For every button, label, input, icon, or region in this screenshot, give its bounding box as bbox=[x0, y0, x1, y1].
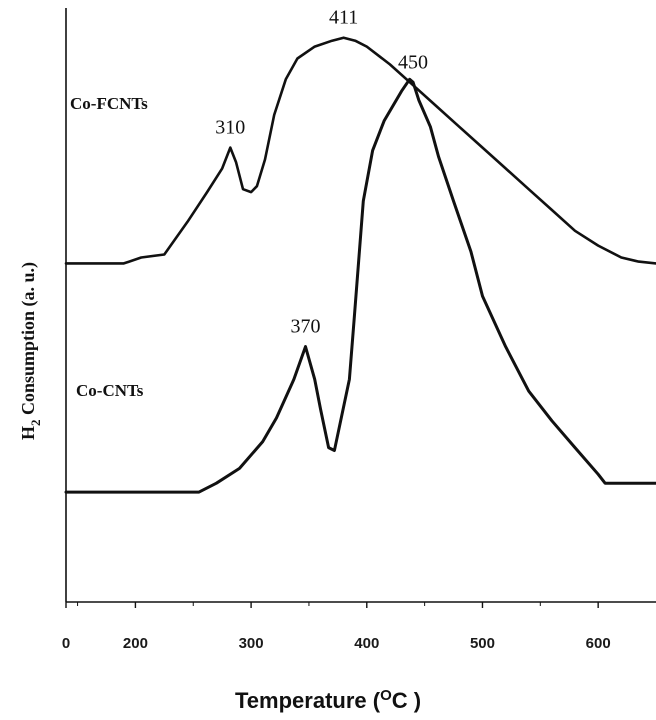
x-axis-label: Temperature (OC ) bbox=[235, 687, 421, 713]
x-axis-label-text: Temperature ( bbox=[235, 688, 381, 713]
annotations: 411 310 450 370 bbox=[215, 7, 428, 338]
y-axis-label-main: H bbox=[18, 426, 38, 440]
series-line-co-fcnts bbox=[64, 36, 656, 265]
x-tick-label-300: 300 bbox=[239, 635, 264, 652]
x-tick-label-600: 600 bbox=[586, 635, 611, 652]
peak-label-450: 450 bbox=[398, 51, 428, 73]
y-axis-label-rest: Consumption (a. u.) bbox=[18, 262, 39, 420]
y-axis-label: H2 Consumption (a. u.) bbox=[18, 262, 43, 440]
x-tick-label-400: 400 bbox=[354, 635, 379, 652]
x-axis-label-unit: C ) bbox=[392, 688, 421, 713]
series-label-co-fcnts: Co-FCNTs bbox=[70, 94, 148, 113]
plot-area bbox=[64, 36, 656, 494]
peak-label-370: 370 bbox=[290, 316, 320, 338]
series-line-co-cnts bbox=[64, 77, 656, 494]
x-tick-label-0: 0 bbox=[62, 635, 70, 652]
peak-label-411: 411 bbox=[329, 7, 358, 29]
x-ticks: 0 200 300 400 500 600 bbox=[62, 602, 611, 652]
x-tick-label-500: 500 bbox=[470, 635, 495, 652]
y-axis-label-sub: 2 bbox=[28, 419, 43, 426]
x-tick-label-200: 200 bbox=[123, 635, 148, 652]
series-label-co-cnts: Co-CNTs bbox=[76, 381, 144, 400]
peak-label-310: 310 bbox=[215, 117, 245, 139]
axes bbox=[65, 8, 656, 603]
x-axis-label-sup: O bbox=[380, 687, 392, 704]
